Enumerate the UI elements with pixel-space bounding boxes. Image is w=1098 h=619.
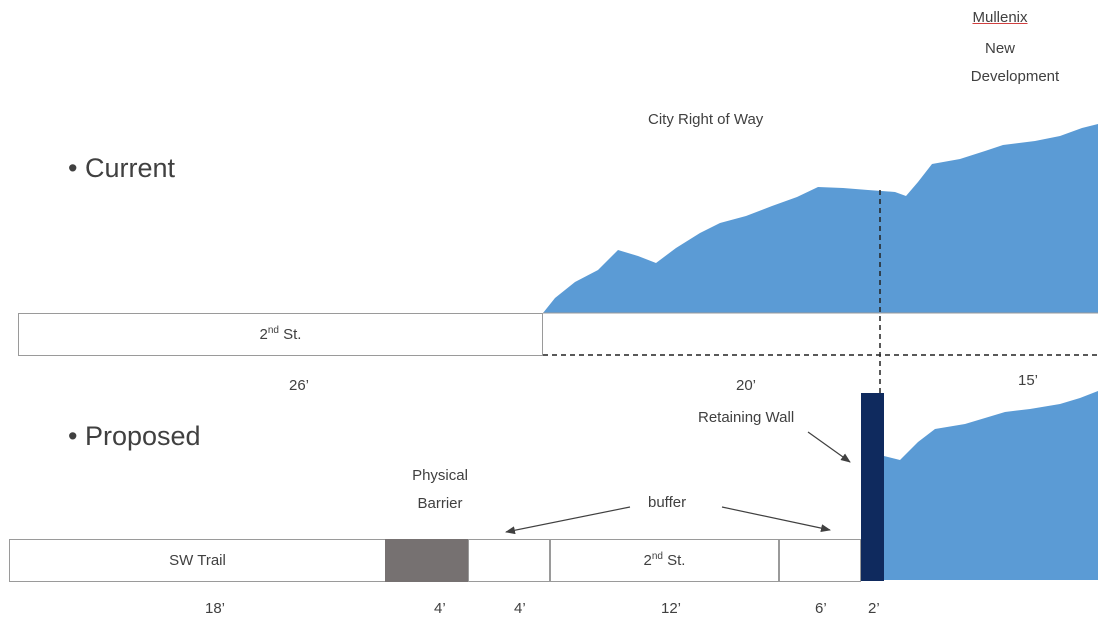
proposed-dim-barrier: 4’ [434, 600, 446, 617]
buffer-box-left [468, 539, 550, 582]
physical-barrier-block [385, 539, 468, 582]
proposed-terrain [884, 391, 1098, 580]
sw-trail-box: SW Trail [9, 539, 386, 582]
current-street-box: 2nd St. [18, 313, 543, 356]
proposed-dim-wall: 2’ [868, 600, 880, 617]
bullet-proposed: • [68, 421, 78, 451]
proposed-dim-street: 12’ [661, 600, 682, 617]
city-right-of-way-label: City Right of Way [648, 111, 764, 128]
proposed-dim-trail: 18’ [205, 600, 226, 617]
buffer-label: buffer [648, 494, 687, 511]
current-street-label: 2nd St. [259, 325, 302, 344]
buffer-arrow-right [721, 506, 831, 533]
current-heading-text: Current [84, 153, 175, 183]
proposed-dim-buffer-left: 4’ [514, 600, 526, 617]
physical-label: Physical [412, 467, 468, 484]
barrier-label: Barrier [417, 495, 463, 512]
proposed-heading: • Proposed [68, 421, 201, 452]
sw-trail-label: SW Trail [169, 552, 226, 569]
current-dim-right: 15’ [1018, 372, 1039, 389]
proposed-heading-text: Proposed [84, 421, 201, 451]
new-label: New [984, 40, 1015, 57]
current-heading: • Current [68, 153, 175, 184]
development-label: Development [970, 68, 1060, 85]
current-terrain [543, 124, 1098, 313]
current-dim-middle: 20’ [736, 377, 757, 394]
current-dim-street: 26’ [289, 377, 310, 394]
retaining-wall-label: Retaining Wall [698, 409, 795, 426]
buffer-box-right [779, 539, 861, 582]
mullenix-label: Mullenix [972, 9, 1028, 26]
proposed-street-box: 2nd St. [550, 539, 779, 582]
retaining-wall-arrow [807, 431, 851, 463]
retaining-wall [861, 393, 884, 581]
proposed-street-label: 2nd St. [643, 551, 686, 570]
bullet-current: • [68, 153, 78, 183]
proposed-dim-buffer-right: 6’ [815, 600, 827, 617]
buffer-arrow-left [505, 506, 631, 535]
